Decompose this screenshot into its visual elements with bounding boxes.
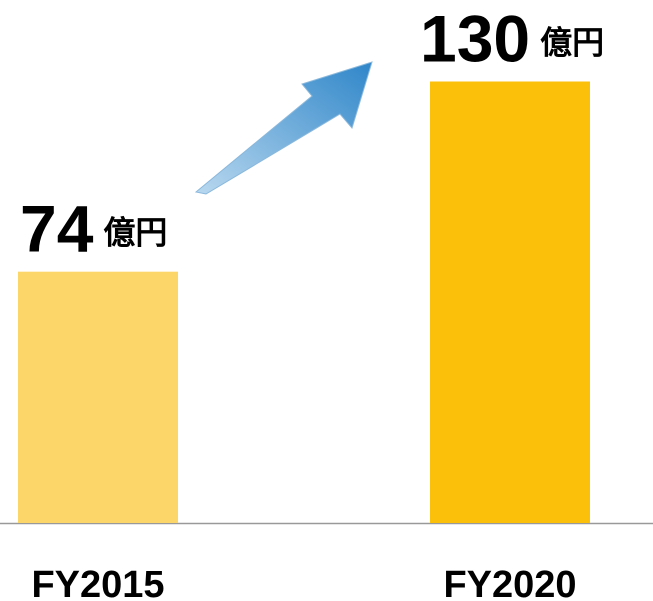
value-label: 74 <box>20 192 94 266</box>
x-tick-label: FY2015 <box>31 564 164 601</box>
bar <box>18 271 178 523</box>
value-unit: 億円 <box>540 25 604 61</box>
value-label: 130 <box>420 2 530 76</box>
bar <box>430 81 590 523</box>
x-tick-label: FY2020 <box>443 564 576 601</box>
value-unit: 億円 <box>103 215 167 251</box>
growth-arrow <box>194 61 373 195</box>
